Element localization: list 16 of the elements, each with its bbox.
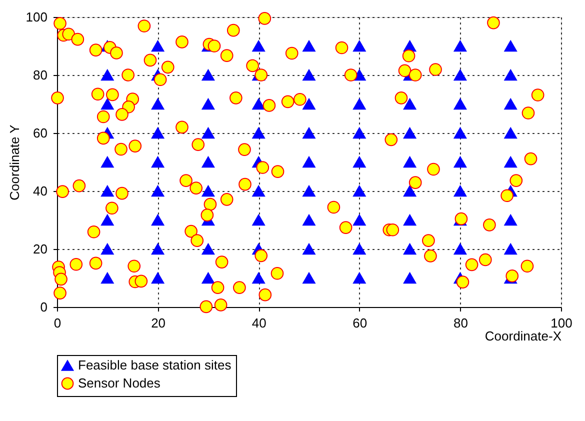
y-tick-label: 0 [40,300,48,314]
x-tick-label: 60 [352,316,368,330]
x-axis-title: Coordinate-X [484,328,562,344]
y-tick-label: 80 [33,68,48,82]
x-tick-label: 100 [550,316,572,330]
x-tick-label: 0 [54,316,62,330]
y-axis-title: Coordinate Y [6,124,22,200]
y-tick-label: 40 [33,184,48,198]
x-tick-label: 20 [151,316,166,330]
y-tick-label: 20 [33,242,48,256]
x-tick-label: 40 [252,316,266,330]
legend-label: Feasible base station sites [78,358,232,372]
legend-label: Sensor Nodes [78,376,161,390]
y-tick-label: 100 [26,10,48,24]
x-tick-label: 80 [453,316,468,330]
y-tick-label: 60 [33,126,48,140]
